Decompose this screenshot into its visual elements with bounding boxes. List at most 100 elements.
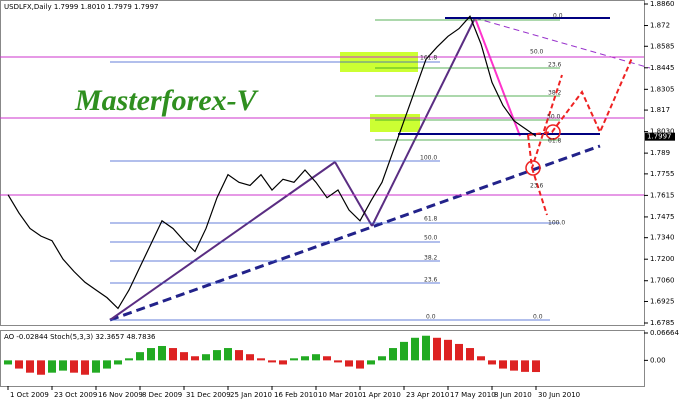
ao-bar — [169, 348, 177, 361]
price-tag-label: 1.7997 — [647, 133, 672, 141]
watermark: Masterforex-V — [74, 84, 260, 117]
ao-bar — [15, 360, 23, 369]
ao-bar — [257, 358, 265, 361]
fib-label: 0.0 — [426, 314, 436, 321]
ao-bar — [235, 350, 243, 361]
fib-label: 61.8 — [424, 216, 438, 223]
trendline — [474, 17, 651, 69]
ao-bar — [103, 360, 111, 369]
ao-bar — [114, 360, 122, 365]
fib-label: 0.0 — [553, 13, 563, 20]
fib-label: 38.2 — [548, 90, 562, 97]
ao-bar — [356, 360, 364, 369]
highlight-box — [370, 114, 420, 132]
ao-bar — [345, 360, 353, 367]
target-circle — [545, 124, 561, 140]
ao-bar — [92, 360, 100, 373]
y-tick-label: 1.7200 — [650, 255, 675, 263]
ao-bar — [422, 335, 430, 361]
x-tick-label: 16 Feb 2010 — [274, 391, 318, 399]
y-tick-label: 1.872 — [650, 22, 670, 30]
ao-bar — [312, 354, 320, 361]
ao-bar — [180, 352, 188, 361]
ao-bar — [488, 360, 496, 365]
wave-line — [334, 161, 373, 227]
wave-line — [474, 17, 521, 137]
ao-bar — [202, 354, 210, 361]
ao-bar — [59, 360, 67, 371]
ao-bar — [400, 341, 408, 361]
ao-bar — [268, 360, 276, 363]
x-tick-label: 16 Nov 2009 — [98, 391, 143, 399]
x-tick-label: 25 Jan 2010 — [230, 391, 272, 399]
ao-bar — [323, 356, 331, 361]
fib-label: 100.0 — [420, 155, 437, 162]
wave-line — [371, 17, 476, 227]
fib-label: 100.0 — [548, 220, 565, 227]
y-tick-label: 1.6925 — [650, 297, 675, 305]
y-tick-label: 1.7060 — [650, 277, 675, 285]
price-tag — [645, 132, 675, 141]
y-tick-label: 1.789 — [650, 149, 670, 157]
y-tick-label: 1.8585 — [650, 42, 675, 50]
ao-bar — [411, 337, 419, 361]
y-tick-label: 1.7615 — [650, 191, 675, 199]
fib-label: 50.0 — [530, 49, 544, 56]
target-circle — [525, 160, 541, 176]
indicator-panel — [0, 330, 645, 387]
ao-bar — [81, 360, 89, 375]
fib-label: 0.0 — [533, 314, 543, 321]
x-tick-label: 17 May 2010 — [450, 391, 496, 399]
ao-bar — [499, 360, 507, 369]
y-tick-label: 1.817 — [650, 106, 670, 114]
ao-bar — [125, 358, 133, 361]
x-tick-label: 30 Jun 2010 — [538, 391, 580, 399]
fib-label: 23.6 — [548, 62, 562, 69]
ao-bar — [37, 360, 45, 375]
x-tick-label: 23 Oct 2009 — [54, 391, 97, 399]
y-tick-label: 0.00 — [650, 356, 666, 364]
y-tick-label: 1.8860 — [650, 0, 675, 8]
fib-lines — [375, 19, 560, 141]
fib-label: 61.8 — [548, 138, 562, 145]
ao-bar — [4, 360, 12, 365]
wave-line — [109, 161, 336, 321]
ao-bar — [246, 354, 254, 361]
ao-bar — [48, 360, 56, 373]
ao-bar — [224, 348, 232, 361]
fib-label: 38.2 — [424, 255, 438, 262]
price-line — [7, 15, 537, 310]
x-tick-label: 1 Oct 2009 — [10, 391, 49, 399]
y-tick-label: 1.7340 — [650, 234, 675, 242]
ao-bar — [70, 360, 78, 373]
forecast-arrows — [527, 57, 633, 216]
y-tick-label: 1.6785 — [650, 319, 675, 327]
trendline — [109, 144, 601, 322]
ao-bar — [279, 360, 287, 365]
ao-bar — [334, 360, 342, 363]
y-tick-label: 1.7755 — [650, 170, 675, 178]
fib-label: 50.0 — [547, 114, 561, 121]
ao-bar — [532, 360, 540, 373]
ao-bar — [389, 348, 397, 361]
ao-bar — [158, 345, 166, 361]
ao-bar — [455, 343, 463, 361]
ao-bar — [26, 360, 34, 373]
ao-bar — [367, 360, 375, 365]
ao-bar — [433, 337, 441, 361]
ao-bar — [444, 339, 452, 361]
fib-label: 50.0 — [424, 235, 438, 242]
x-tick-label: 31 Dec 2009 — [186, 391, 231, 399]
fib-label: 23.6 — [530, 183, 544, 190]
x-tick-label: 23 Apr 2010 — [406, 391, 449, 399]
y-tick-label: 1.8030 — [650, 128, 675, 136]
ao-bar — [477, 356, 485, 361]
y-tick-label: 1.8305 — [650, 85, 675, 93]
ao-bar — [466, 348, 474, 361]
y-tick-label: 0.06664 — [650, 329, 679, 337]
ao-bar — [521, 360, 529, 372]
chart-title: USDLFX,Daily 1.7999 1.8010 1.7979 1.7997 — [4, 3, 159, 11]
x-tick-label: 8 Jun 2010 — [494, 391, 532, 399]
indicator-title: AO -0.02844 Stoch(5,3,3) 32.3657 48.7836 — [4, 333, 156, 341]
